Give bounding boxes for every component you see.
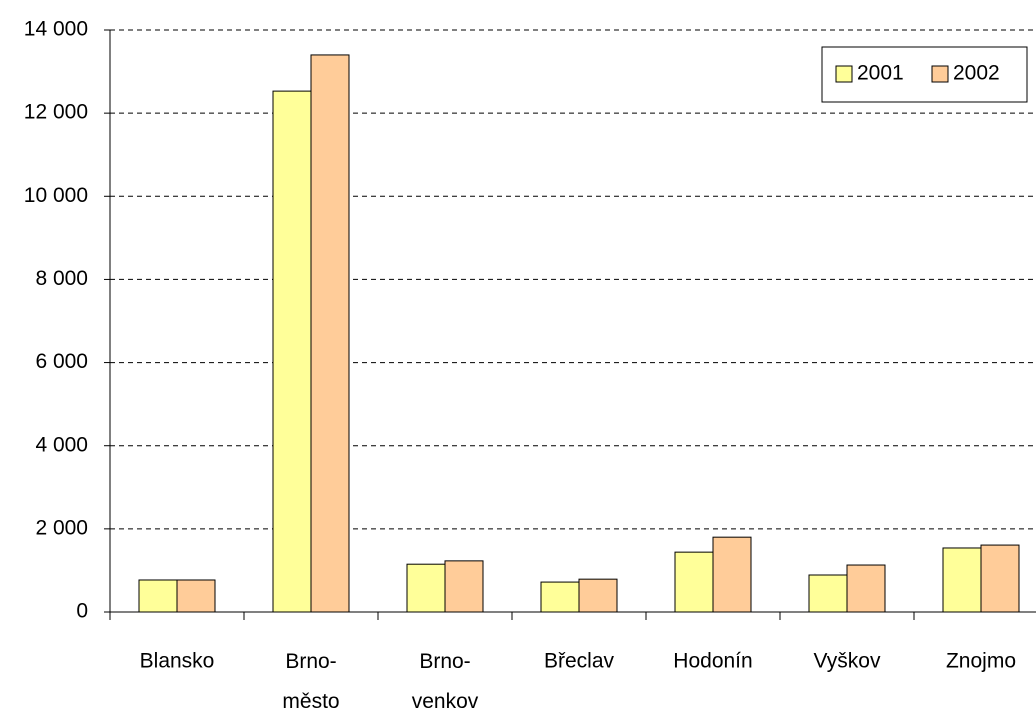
y-tick-label: 2 000: [35, 516, 88, 539]
x-tick-label-line: město: [282, 690, 339, 713]
y-tick-label: 10 000: [24, 184, 88, 207]
bar: [712, 536, 752, 613]
legend-label: 2001: [857, 62, 904, 85]
x-tick-label: Blansko: [140, 650, 215, 673]
y-tick-label: 8 000: [35, 267, 88, 290]
legend-label: 2002: [953, 62, 1000, 85]
bar: [138, 579, 178, 613]
bar: [808, 574, 848, 613]
y-tick-label: 0: [76, 600, 88, 623]
y-tick-label: 4 000: [35, 433, 88, 456]
bar: [578, 578, 618, 613]
x-tick-label: Znojmo: [946, 650, 1016, 673]
bar: [406, 563, 446, 613]
legend-box: [821, 46, 1028, 103]
bar: [540, 581, 580, 613]
bar: [942, 547, 982, 613]
bar: [980, 544, 1020, 613]
x-tick-label-line: venkov: [412, 690, 479, 713]
bar: [176, 579, 216, 613]
y-tick-label: 12 000: [24, 101, 88, 124]
bar: [846, 564, 886, 613]
x-tick-label-line: Brno-: [285, 650, 336, 673]
bar: [674, 551, 714, 613]
bar: [310, 54, 350, 613]
x-tick-label: Brno-venkov: [412, 650, 479, 713]
legend-swatch: [835, 65, 853, 83]
bar: [444, 560, 484, 613]
x-tick-label-line: Brno-: [419, 650, 470, 673]
x-tick-label: Brno-město: [282, 650, 339, 713]
x-tick-label: Vyškov: [814, 650, 881, 673]
x-tick-label: Hodonín: [673, 650, 752, 673]
y-tick-label: 14 000: [24, 18, 88, 41]
y-tick-label: 6 000: [35, 350, 88, 373]
x-tick-label: Břeclav: [544, 650, 615, 673]
bar: [272, 90, 312, 613]
legend-swatch: [931, 65, 949, 83]
